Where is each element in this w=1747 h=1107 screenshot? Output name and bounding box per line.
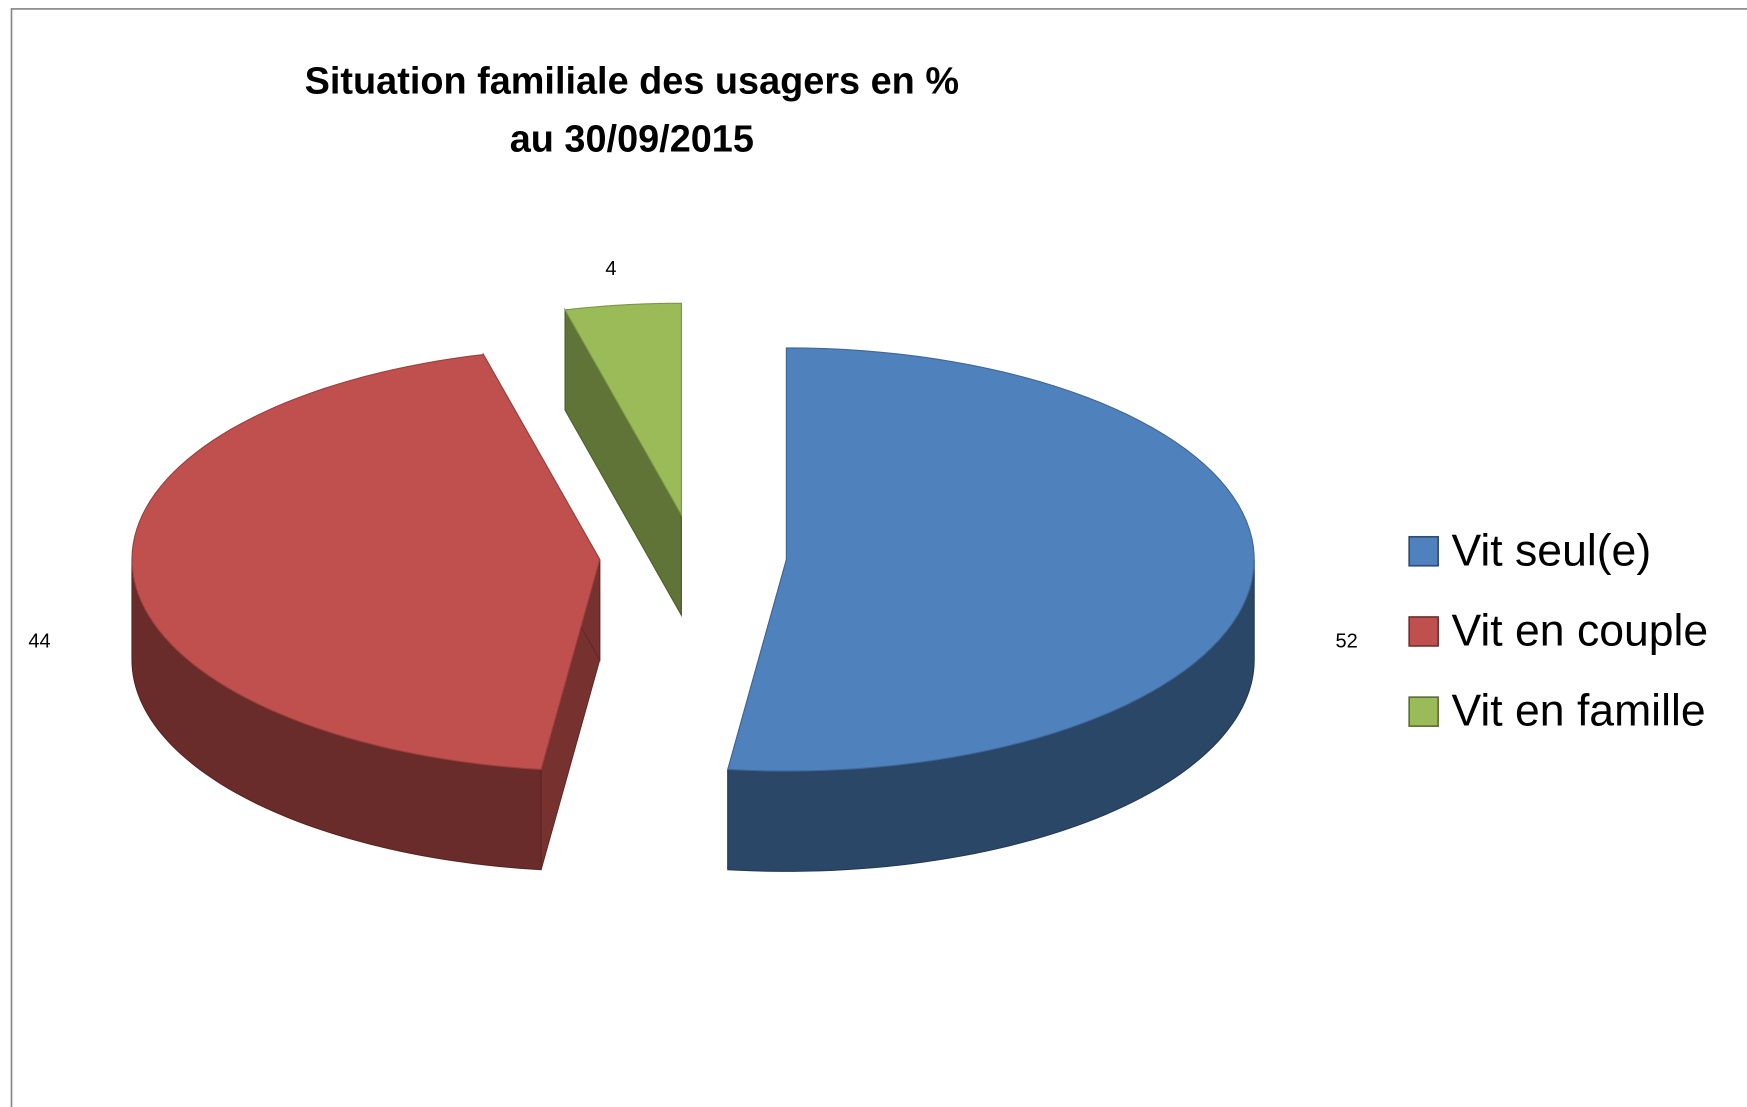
slice [564,302,682,517]
chart-title: au 30/09/2015 [510,118,754,160]
legend-label: Vit en couple [1452,606,1709,655]
data-label: 44 [28,631,50,653]
legend: Vit seul(e) Vit en couple Vit en famille [1408,526,1709,736]
legend-swatch [1408,535,1439,567]
legend-label: Vit en famille [1452,687,1706,736]
legend-label: Vit seul(e) [1452,526,1652,575]
data-label: 52 [1335,631,1357,653]
legend-swatch [1408,696,1439,727]
chart-title: Situation familiale des usagers en % [305,61,959,103]
slice [727,347,1255,772]
legend-swatch [1408,616,1439,647]
slice [131,353,601,771]
data-label: 4 [605,258,616,280]
